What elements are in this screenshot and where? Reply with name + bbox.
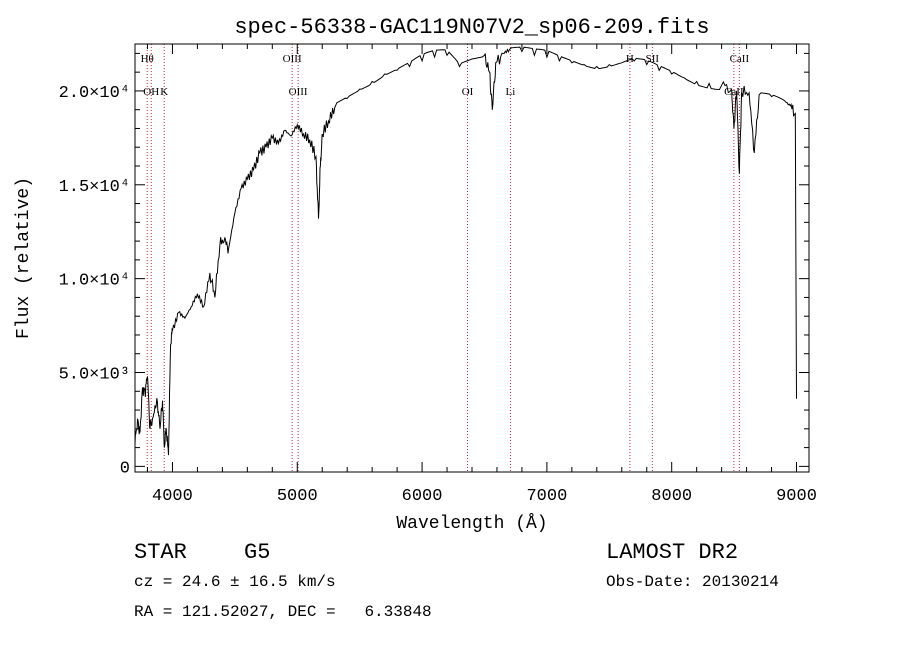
spectral-line-label-bottom: OI [462,86,474,98]
coordinates-text: RA = 121.52027, DEC = 6.33848 [134,603,432,621]
x-tick-label: 9000 [776,487,817,506]
y-tick-label: 5.0×10³ [59,366,130,385]
spectral-line-label-top: OIII [283,53,302,65]
spectral-line-label-top: CaII [730,53,750,65]
spectral-line-markers: Hθ OIII H SII CaII OH K OIII OI Li CaII [141,44,750,472]
observation-date: Obs-Date: 20130214 [606,573,779,591]
spectrum-line [134,46,797,456]
y-tick-label: 1.0×10⁴ [59,272,130,291]
spectral-line-label-bottom: K [160,86,168,98]
spectral-line-label-top: SII [646,53,660,65]
x-axis-label: Wavelength (Å) [396,513,547,534]
spectral-line-label-bottom: Li [506,86,516,98]
spectral-line-label-bottom: OIII [289,86,308,98]
spectral-line-label-bottom: CaII [724,86,744,98]
x-tick-label: 8000 [651,487,692,506]
x-tick-label: 4000 [152,487,193,506]
spectral-line-label-top: H [626,53,634,65]
y-axis-ticks: 0 5.0×10³ 1.0×10⁴ 1.5×10⁴ 2.0×10⁴ [59,52,809,478]
x-axis-ticks: 4000 5000 6000 7000 8000 9000 [146,44,817,506]
y-tick-label: 2.0×10⁴ [59,84,130,103]
redshift-text: cz = 24.6 ± 16.5 km/s [134,573,336,591]
y-tick-label: 1.5×10⁴ [59,178,130,197]
y-tick-label: 0 [120,459,130,478]
spectral-line-label-top: Hθ [141,53,154,65]
survey-name: LAMOST DR2 [606,540,739,565]
y-axis-label: Flux (relative) [14,177,34,339]
chart-title: spec-56338-GAC119N07V2_sp06-209.fits [234,15,709,40]
plot-frame [134,43,810,473]
x-tick-label: 6000 [402,487,443,506]
object-class: STAR [134,540,187,565]
object-subclass: G5 [244,540,271,565]
spectral-line-label-bottom: OH [143,86,159,98]
x-tick-label: 7000 [526,487,567,506]
x-tick-label: 5000 [277,487,318,506]
